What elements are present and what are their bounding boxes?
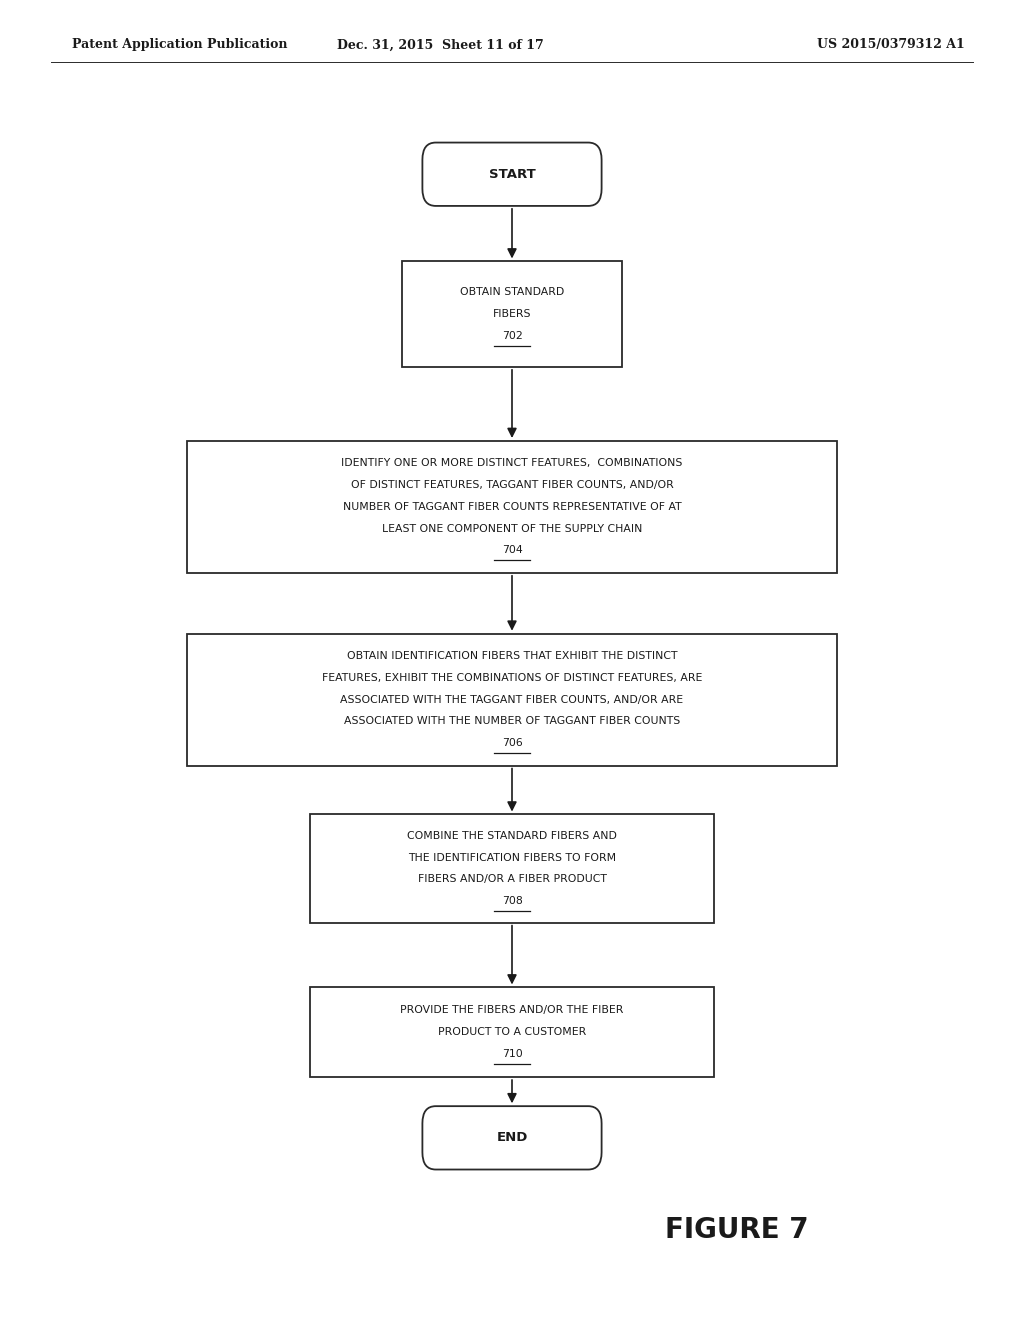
Text: US 2015/0379312 A1: US 2015/0379312 A1	[817, 38, 965, 51]
Bar	[401, 261, 623, 367]
Text: OBTAIN STANDARD: OBTAIN STANDARD	[460, 288, 564, 297]
Text: FIBERS: FIBERS	[493, 309, 531, 319]
Text: Dec. 31, 2015  Sheet 11 of 17: Dec. 31, 2015 Sheet 11 of 17	[337, 38, 544, 51]
Bar	[186, 634, 838, 766]
Text: Patent Application Publication: Patent Application Publication	[72, 38, 287, 51]
Text: END: END	[497, 1131, 527, 1144]
Text: FIGURE 7: FIGURE 7	[666, 1216, 809, 1245]
Text: FIBERS AND/OR A FIBER PRODUCT: FIBERS AND/OR A FIBER PRODUCT	[418, 874, 606, 884]
Bar	[309, 987, 715, 1077]
Text: LEAST ONE COMPONENT OF THE SUPPLY CHAIN: LEAST ONE COMPONENT OF THE SUPPLY CHAIN	[382, 524, 642, 533]
FancyBboxPatch shape	[422, 143, 601, 206]
Text: PRODUCT TO A CUSTOMER: PRODUCT TO A CUSTOMER	[438, 1027, 586, 1038]
Text: 702: 702	[502, 331, 522, 341]
Text: OF DISTINCT FEATURES, TAGGANT FIBER COUNTS, AND/OR: OF DISTINCT FEATURES, TAGGANT FIBER COUN…	[350, 480, 674, 490]
Text: COMBINE THE STANDARD FIBERS AND: COMBINE THE STANDARD FIBERS AND	[408, 830, 616, 841]
Text: 708: 708	[502, 896, 522, 907]
Bar	[186, 441, 838, 573]
Text: PROVIDE THE FIBERS AND/OR THE FIBER: PROVIDE THE FIBERS AND/OR THE FIBER	[400, 1006, 624, 1015]
Text: ASSOCIATED WITH THE TAGGANT FIBER COUNTS, AND/OR ARE: ASSOCIATED WITH THE TAGGANT FIBER COUNTS…	[340, 694, 684, 705]
Text: THE IDENTIFICATION FIBERS TO FORM: THE IDENTIFICATION FIBERS TO FORM	[408, 853, 616, 863]
FancyBboxPatch shape	[422, 1106, 601, 1170]
Text: IDENTIFY ONE OR MORE DISTINCT FEATURES,  COMBINATIONS: IDENTIFY ONE OR MORE DISTINCT FEATURES, …	[341, 458, 683, 469]
Text: 704: 704	[502, 545, 522, 556]
Text: NUMBER OF TAGGANT FIBER COUNTS REPRESENTATIVE OF AT: NUMBER OF TAGGANT FIBER COUNTS REPRESENT…	[343, 502, 681, 512]
Text: FEATURES, EXHIBIT THE COMBINATIONS OF DISTINCT FEATURES, ARE: FEATURES, EXHIBIT THE COMBINATIONS OF DI…	[322, 673, 702, 682]
Bar	[309, 814, 715, 923]
Text: 706: 706	[502, 738, 522, 748]
Text: 710: 710	[502, 1049, 522, 1059]
Text: ASSOCIATED WITH THE NUMBER OF TAGGANT FIBER COUNTS: ASSOCIATED WITH THE NUMBER OF TAGGANT FI…	[344, 717, 680, 726]
Text: OBTAIN IDENTIFICATION FIBERS THAT EXHIBIT THE DISTINCT: OBTAIN IDENTIFICATION FIBERS THAT EXHIBI…	[347, 651, 677, 661]
Text: START: START	[488, 168, 536, 181]
